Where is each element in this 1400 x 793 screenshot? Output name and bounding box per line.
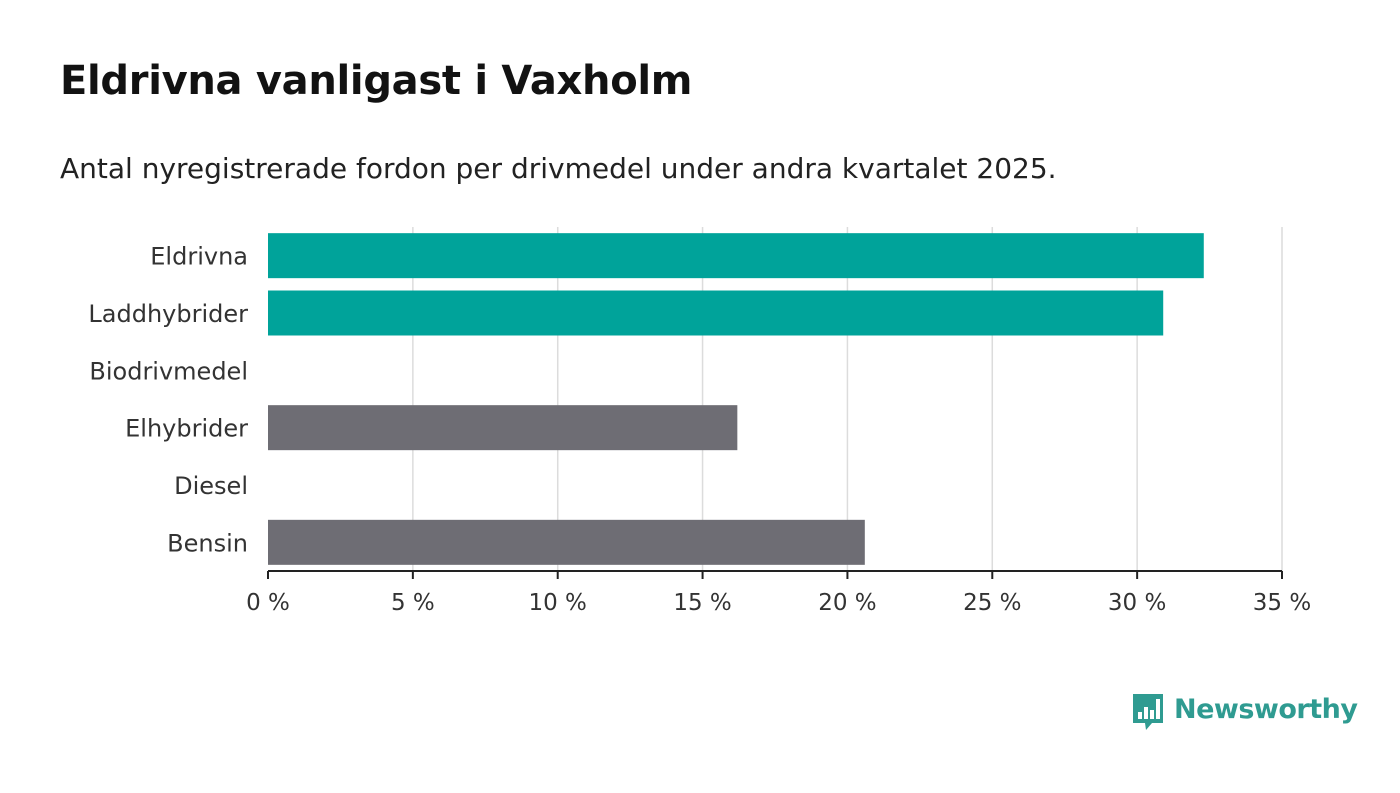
- x-tick-label: 15 %: [673, 590, 731, 616]
- newsworthy-wordmark: Newsworthy: [1174, 694, 1358, 725]
- bars: [268, 233, 1204, 565]
- category-label: Laddhybrider: [88, 300, 248, 328]
- chart-subtitle: Antal nyregistrerade fordon per drivmede…: [60, 152, 1057, 185]
- x-axis: 0 % 5 % 10 % 15 % 20 % 25 % 30 % 35 %: [246, 570, 1311, 616]
- x-tick-label: 20 %: [818, 590, 876, 616]
- category-label: Diesel: [174, 472, 248, 500]
- x-tick-label: 0 %: [246, 590, 290, 616]
- category-labels: Eldrivna Laddhybrider Biodrivmedel Elhybrid…: [88, 243, 248, 558]
- x-tick-label: 30 %: [1108, 590, 1166, 616]
- grid-lines: [412, 227, 1283, 571]
- bar-laddhybrider: [268, 290, 1164, 336]
- x-tick-label: 5 %: [391, 590, 435, 616]
- category-label: Bensin: [167, 529, 248, 557]
- bar-chart: 0 % 5 % 10 % 15 % 20 % 25 % 30 % 35 % Eldrivna L…: [88, 227, 1311, 616]
- newsworthy-logo: Newsworthy: [1130, 690, 1358, 736]
- category-label: Eldrivna: [150, 243, 248, 271]
- category-label: Biodrivmedel: [89, 357, 248, 385]
- x-tick-label: 10 %: [528, 590, 586, 616]
- chart-title: Eldrivna vanligast i Vaxholm: [60, 58, 693, 104]
- bar-bensin: [268, 519, 865, 565]
- bar-eldrivna: [268, 233, 1204, 279]
- category-label: Elhybrider: [125, 415, 248, 443]
- bar-elhybrider: [268, 405, 738, 451]
- newsworthy-chart-bubble-icon: [1133, 694, 1163, 730]
- x-tick-label: 35 %: [1253, 590, 1311, 616]
- x-tick-label: 25 %: [963, 590, 1021, 616]
